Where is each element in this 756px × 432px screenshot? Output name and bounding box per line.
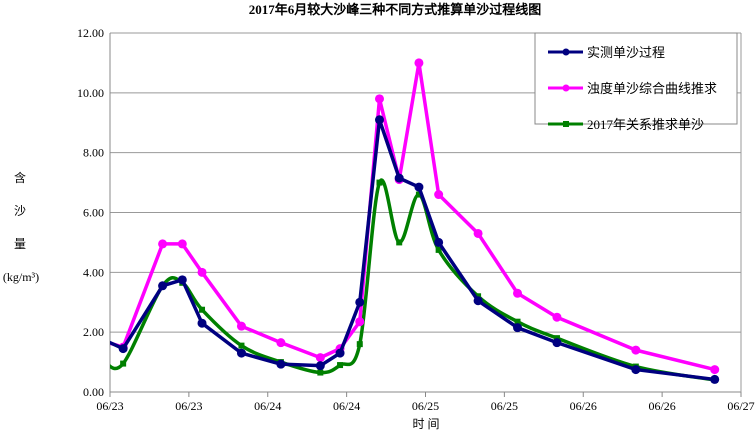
data-point xyxy=(276,359,286,369)
x-axis-ticks: 06/23 06/23 06/24 06/24 06/25 06/25 06/26 06/26… xyxy=(96,392,755,413)
data-point xyxy=(315,361,325,371)
data-point xyxy=(355,317,365,327)
data-point xyxy=(238,342,245,349)
data-point xyxy=(337,362,344,369)
y-tick-label: 0.00 xyxy=(83,385,104,399)
series-1 xyxy=(110,115,720,384)
data-point xyxy=(118,344,128,354)
data-point xyxy=(317,369,324,376)
y-label-char-1: 含 xyxy=(14,170,26,185)
data-point xyxy=(177,275,187,285)
data-point xyxy=(177,239,187,249)
legend-label: 浊度单沙综合曲线推求 xyxy=(587,81,717,96)
x-tick-label: 06/23 xyxy=(96,399,123,413)
data-point xyxy=(374,94,384,104)
x-tick-label: 06/25 xyxy=(412,399,439,413)
y-tick-label: 6.00 xyxy=(83,206,104,220)
data-point xyxy=(631,345,641,355)
data-point xyxy=(396,239,403,246)
y-label-unit: (kg/m³) xyxy=(3,270,39,284)
series-line xyxy=(110,118,715,382)
legend-item: 实测单沙过程 xyxy=(548,45,665,60)
data-point xyxy=(514,318,521,325)
data-point xyxy=(394,173,404,183)
data-point xyxy=(434,190,444,200)
y-tick-label: 8.00 xyxy=(83,146,104,160)
data-point xyxy=(158,239,168,249)
data-point xyxy=(473,228,483,238)
data-point xyxy=(315,353,325,363)
data-point xyxy=(120,360,127,367)
data-point xyxy=(197,267,207,277)
data-point xyxy=(415,191,422,198)
y-axis-label: 含 沙 量 (kg/m³) xyxy=(3,170,39,284)
y-tick-label: 10.00 xyxy=(77,86,104,100)
y-tick-label: 4.00 xyxy=(83,265,104,279)
y-tick-label: 2.00 xyxy=(83,325,104,339)
data-point xyxy=(376,179,383,186)
data-point xyxy=(552,312,562,322)
data-point xyxy=(355,297,365,307)
data-point xyxy=(236,321,246,331)
data-point xyxy=(335,348,345,358)
y-label-char-2: 沙 xyxy=(14,204,26,218)
x-tick-label: 06/23 xyxy=(175,399,202,413)
data-point xyxy=(513,288,523,298)
y-tick-label: 12.00 xyxy=(77,26,104,40)
data-point xyxy=(414,182,424,192)
data-point xyxy=(435,246,442,253)
series-3 xyxy=(110,178,718,384)
data-point xyxy=(552,338,562,348)
legend-marker xyxy=(562,48,570,56)
data-point xyxy=(710,374,720,384)
data-point xyxy=(158,281,168,291)
data-point xyxy=(199,306,206,313)
legend-item: 浊度单沙综合曲线推求 xyxy=(548,81,717,96)
data-point xyxy=(710,365,720,375)
data-point xyxy=(473,296,483,306)
x-tick-label: 06/26 xyxy=(648,399,675,413)
x-tick-label: 06/27 xyxy=(727,399,754,413)
data-point xyxy=(236,348,246,358)
data-point xyxy=(197,318,207,328)
data-point xyxy=(631,365,641,375)
x-tick-label: 06/26 xyxy=(570,399,597,413)
series-group xyxy=(110,58,720,384)
chart-title: 2017年6月较大沙峰三种不同方式推算单沙过程线图 xyxy=(249,2,542,17)
data-point xyxy=(356,341,363,348)
legend-marker xyxy=(562,84,570,92)
x-tick-label: 06/25 xyxy=(491,399,518,413)
data-point xyxy=(276,338,286,348)
data-point xyxy=(374,115,384,125)
x-tick-label: 06/24 xyxy=(333,399,360,413)
legend-label: 实测单沙过程 xyxy=(587,45,665,60)
data-point xyxy=(414,58,424,68)
y-axis-ticks: 0.00 2.00 4.00 6.00 8.00 10.00 12.00 xyxy=(77,26,104,399)
x-tick-label: 06/24 xyxy=(254,399,281,413)
x-axis-label: 时 间 xyxy=(412,417,439,431)
series-line xyxy=(110,178,716,382)
data-point xyxy=(513,323,523,333)
legend-label: 2017年关系推求单沙 xyxy=(587,117,704,132)
legend-item: 2017年关系推求单沙 xyxy=(548,117,704,132)
y-label-char-3: 量 xyxy=(14,237,26,251)
legend-marker xyxy=(563,121,569,127)
data-point xyxy=(434,237,444,247)
